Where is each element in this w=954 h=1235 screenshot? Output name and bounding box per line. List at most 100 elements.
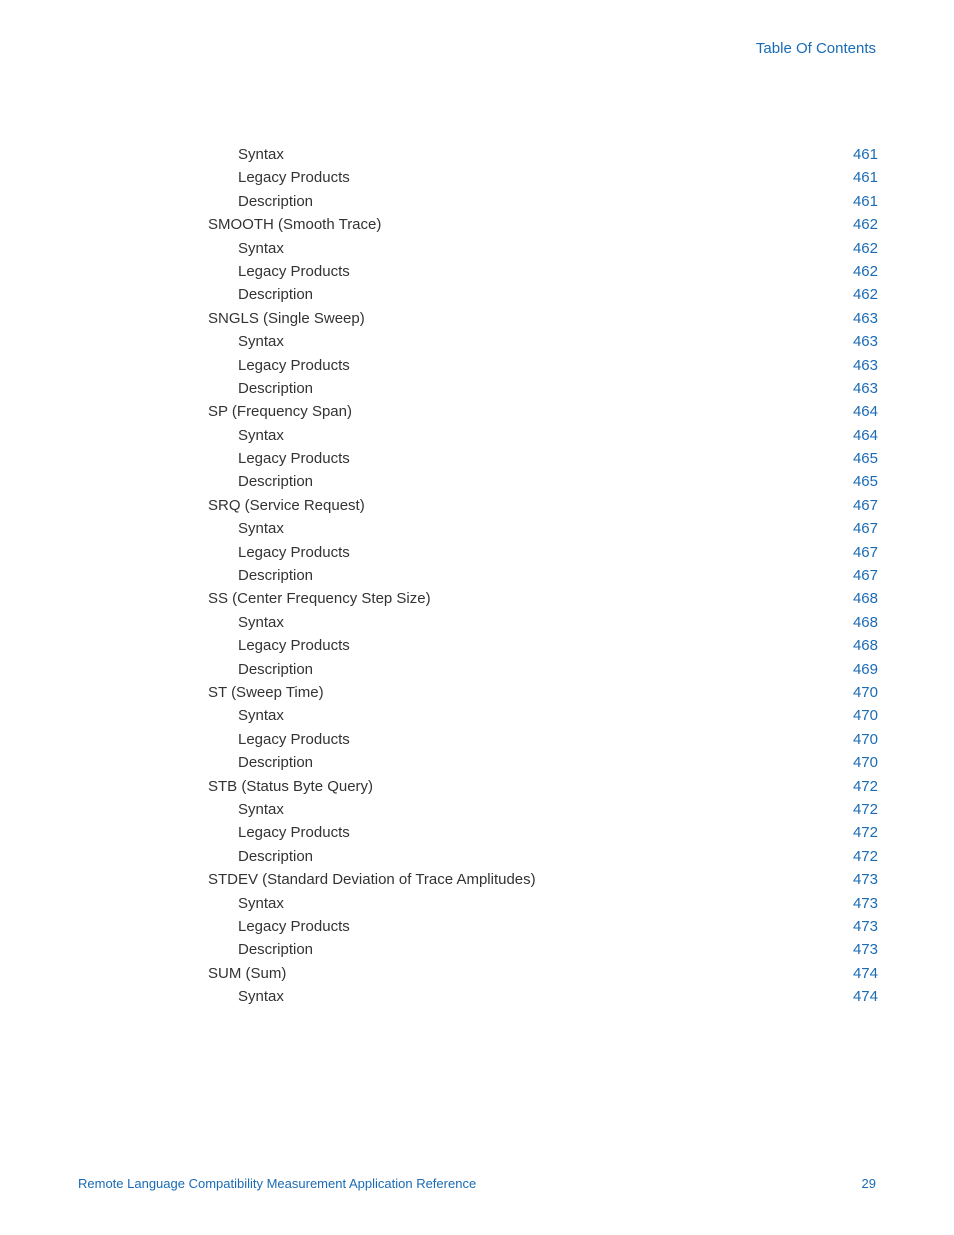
toc-row[interactable]: Syntax 462 [208, 240, 878, 263]
toc-entry-page[interactable]: 467 [853, 567, 878, 584]
toc-entry-label: SP (Frequency Span) [208, 403, 352, 420]
toc-entry-label: Legacy Products [238, 169, 350, 186]
toc-entry-page[interactable]: 473 [853, 871, 878, 888]
toc-entry-label: SMOOTH (Smooth Trace) [208, 216, 381, 233]
toc-entry-page[interactable]: 464 [853, 403, 878, 420]
toc-row[interactable]: Legacy Products 461 [208, 169, 878, 192]
toc-entry-label: Description [238, 941, 313, 958]
toc-entry-label: Syntax [238, 520, 284, 537]
toc-row[interactable]: SRQ (Service Request)467 [208, 497, 878, 520]
toc-entry-label: Legacy Products [238, 918, 350, 935]
toc-row[interactable]: Legacy Products472 [208, 824, 878, 847]
toc-row[interactable]: Syntax473 [208, 895, 878, 918]
toc-row[interactable]: SP (Frequency Span) 464 [208, 403, 878, 426]
toc-entry-page[interactable]: 464 [853, 427, 878, 444]
toc-row[interactable]: Legacy Products465 [208, 450, 878, 473]
toc-row[interactable]: SMOOTH (Smooth Trace) 462 [208, 216, 878, 239]
toc-row[interactable]: Description467 [208, 567, 878, 590]
toc-entry-page[interactable]: 472 [853, 801, 878, 818]
toc-entry-page[interactable]: 470 [853, 707, 878, 724]
toc-row[interactable]: SUM (Sum) 474 [208, 965, 878, 988]
toc-row[interactable]: Syntax 474 [208, 988, 878, 1011]
toc-entry-label: Syntax [238, 146, 284, 163]
toc-entry-label: Legacy Products [238, 357, 350, 374]
footer-doc-title[interactable]: Remote Language Compatibility Measuremen… [78, 1176, 476, 1191]
toc-row[interactable]: Description 473 [208, 941, 878, 964]
header-title[interactable]: Table Of Contents [756, 40, 876, 57]
toc-entry-page[interactable]: 474 [853, 988, 878, 1005]
toc-entry-label: Description [238, 661, 313, 678]
toc-row[interactable]: SS (Center Frequency Step Size)468 [208, 590, 878, 613]
toc-row[interactable]: STDEV (Standard Deviation of Trace Ampli… [208, 871, 878, 894]
toc-row[interactable]: Legacy Products462 [208, 263, 878, 286]
toc-entry-page[interactable]: 472 [853, 848, 878, 865]
toc-entry-label: SUM (Sum) [208, 965, 286, 982]
toc-entry-page[interactable]: 462 [853, 240, 878, 257]
toc-entry-page[interactable]: 467 [853, 497, 878, 514]
toc-entry-page[interactable]: 463 [853, 357, 878, 374]
toc-entry-page[interactable]: 463 [853, 333, 878, 350]
toc-row[interactable]: Syntax 461 [208, 146, 878, 169]
toc-entry-page[interactable]: 474 [853, 965, 878, 982]
toc-row[interactable]: Description461 [208, 193, 878, 216]
toc-row[interactable]: Legacy Products 470 [208, 731, 878, 754]
toc-entry-page[interactable]: 470 [853, 684, 878, 701]
toc-entry-page[interactable]: 467 [853, 520, 878, 537]
toc-row[interactable]: Syntax 463 [208, 333, 878, 356]
toc-row[interactable]: Legacy Products 473 [208, 918, 878, 941]
toc-entry-page[interactable]: 465 [853, 450, 878, 467]
toc-entry-page[interactable]: 470 [853, 754, 878, 771]
toc-row[interactable]: SNGLS (Single Sweep)463 [208, 310, 878, 333]
toc-entry-page[interactable]: 463 [853, 380, 878, 397]
toc-row[interactable]: Legacy Products 463 [208, 357, 878, 380]
toc-row[interactable]: Description470 [208, 754, 878, 777]
toc-entry-page[interactable]: 468 [853, 614, 878, 631]
toc-entry-label: Description [238, 286, 313, 303]
toc-row[interactable]: Syntax470 [208, 707, 878, 730]
toc-entry-page[interactable]: 461 [853, 193, 878, 210]
toc-entry-label: Syntax [238, 614, 284, 631]
toc-row[interactable]: Syntax 464 [208, 427, 878, 450]
toc-row[interactable]: ST (Sweep Time)470 [208, 684, 878, 707]
toc-row[interactable]: Legacy Products 467 [208, 544, 878, 567]
toc-entry-page[interactable]: 473 [853, 918, 878, 935]
toc-row[interactable]: STB (Status Byte Query) 472 [208, 778, 878, 801]
toc-entry-page[interactable]: 462 [853, 263, 878, 280]
toc-entry-page[interactable]: 462 [853, 286, 878, 303]
toc-entry-page[interactable]: 473 [853, 895, 878, 912]
toc-entry-label: Syntax [238, 988, 284, 1005]
toc-entry-page[interactable]: 470 [853, 731, 878, 748]
toc-row[interactable]: Syntax472 [208, 801, 878, 824]
toc-entry-label: Legacy Products [238, 544, 350, 561]
toc-row[interactable]: Description465 [208, 473, 878, 496]
toc-entry-page[interactable]: 469 [853, 661, 878, 678]
toc-entry-page[interactable]: 472 [853, 824, 878, 841]
toc-entry-page[interactable]: 472 [853, 778, 878, 795]
toc-row[interactable]: Description 472 [208, 848, 878, 871]
toc-entry-page[interactable]: 461 [853, 146, 878, 163]
toc-entry-page[interactable]: 473 [853, 941, 878, 958]
toc-entry-page[interactable]: 468 [853, 590, 878, 607]
toc-entry-label: Legacy Products [238, 637, 350, 654]
toc-entry-page[interactable]: 462 [853, 216, 878, 233]
toc-row[interactable]: Description 462 [208, 286, 878, 309]
toc-entry-label: Syntax [238, 427, 284, 444]
toc-row[interactable]: Description 463 [208, 380, 878, 403]
toc-entry-page[interactable]: 465 [853, 473, 878, 490]
toc-row[interactable]: Description 469 [208, 661, 878, 684]
toc-entry-label: Syntax [238, 240, 284, 257]
toc-entry-page[interactable]: 468 [853, 637, 878, 654]
toc-entry-label: Syntax [238, 333, 284, 350]
toc-entry-label: Description [238, 848, 313, 865]
toc-entry-page[interactable]: 461 [853, 169, 878, 186]
toc-row[interactable]: Syntax 468 [208, 614, 878, 637]
toc-row[interactable]: Syntax 467 [208, 520, 878, 543]
toc-entry-label: STDEV (Standard Deviation of Trace Ampli… [208, 871, 536, 888]
toc-entry-label: Description [238, 380, 313, 397]
footer-page-number[interactable]: 29 [862, 1176, 876, 1191]
toc-row[interactable]: Legacy Products 468 [208, 637, 878, 660]
toc-entry-page[interactable]: 467 [853, 544, 878, 561]
toc-entry-label: STB (Status Byte Query) [208, 778, 373, 795]
toc-entry-label: Legacy Products [238, 731, 350, 748]
toc-entry-page[interactable]: 463 [853, 310, 878, 327]
